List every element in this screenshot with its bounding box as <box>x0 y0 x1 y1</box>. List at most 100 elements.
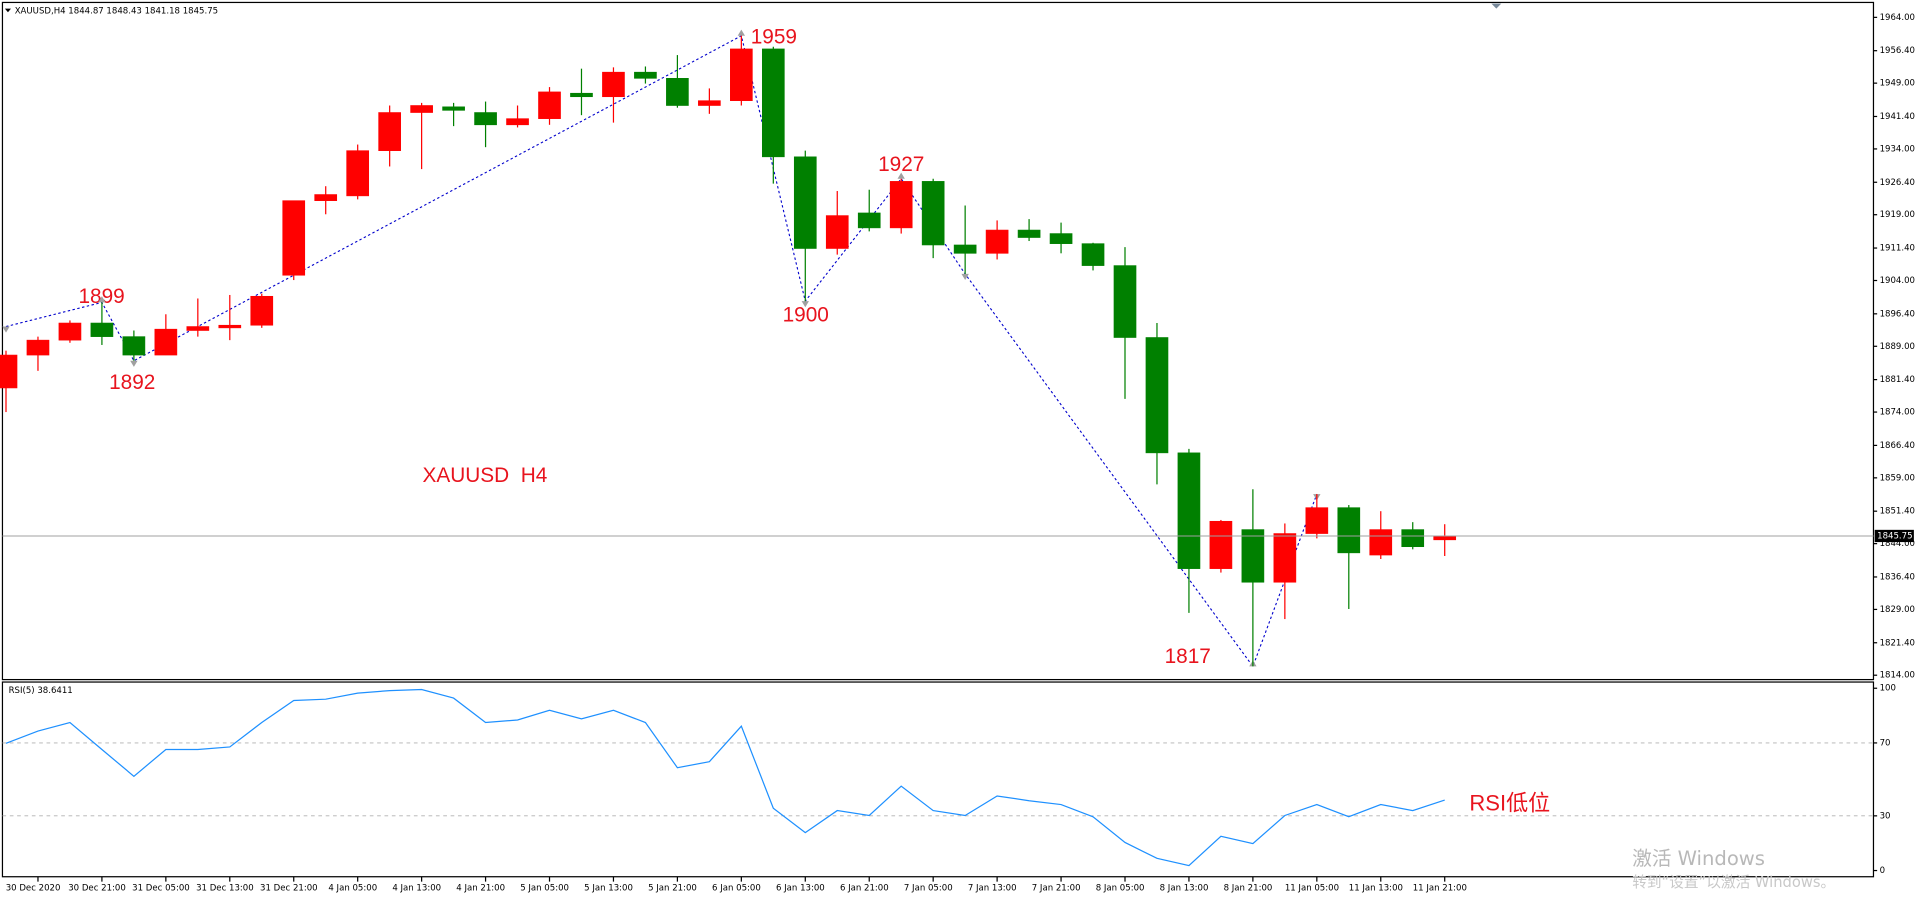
rsi-label: RSI(5) 38.6411 <box>9 686 73 696</box>
candle-body <box>570 92 593 98</box>
candle-body <box>1273 533 1297 583</box>
y-tick-label: 1949.00 <box>1880 79 1915 89</box>
annotation: 1899 <box>78 285 124 308</box>
zigzag-arrow <box>961 273 969 281</box>
candle-body <box>250 295 274 326</box>
zigzag-arrow <box>2 326 10 333</box>
candle-body <box>410 105 433 113</box>
candle-body <box>1017 229 1041 238</box>
y-tick-label: 30 <box>1880 811 1891 821</box>
zigzag-arrow <box>801 301 809 308</box>
y-tick-label: 1889.00 <box>1880 342 1915 352</box>
candle-body <box>506 118 529 126</box>
y-tick-label: 1844.00 <box>1880 539 1915 549</box>
y-tick-label: 1904.00 <box>1880 276 1915 286</box>
rsi-panel <box>1 681 1875 878</box>
rsi-annotation: RSI低位 <box>1469 790 1550 815</box>
annotation: 1927 <box>878 153 924 176</box>
y-tick-label: 1851.40 <box>1880 507 1915 517</box>
shift-marker <box>1491 3 1502 9</box>
candle-body <box>730 48 753 101</box>
x-tick-label: 30 Dec 2020 <box>6 883 61 893</box>
rsi-line <box>5 688 1445 867</box>
candle-body <box>698 100 721 106</box>
y-tick-label: 1896.40 <box>1880 309 1915 319</box>
x-tick-label: 4 Jan 21:00 <box>456 883 505 893</box>
x-tick-label: 31 Dec 05:00 <box>132 883 190 893</box>
candle-body <box>1369 529 1393 556</box>
annotation: 1892 <box>109 371 155 394</box>
candle-body <box>1305 507 1329 534</box>
x-tick-label: 4 Jan 05:00 <box>328 883 377 893</box>
y-tick-label: 1934.00 <box>1880 144 1915 154</box>
current-price-box <box>1874 529 1914 543</box>
zigzag-arrow <box>98 296 106 303</box>
candle-body <box>889 181 913 229</box>
y-tick-label: 1874.00 <box>1880 408 1915 418</box>
candle-body <box>474 112 497 126</box>
chart-header: XAUUSD,H4 1844.87 1848.43 1841.18 1845.7… <box>15 7 218 17</box>
candle-body <box>90 322 114 337</box>
candle-body <box>1113 265 1137 338</box>
x-tick-label: 30 Dec 21:00 <box>68 883 126 893</box>
y-tick-label: 1821.40 <box>1880 638 1915 648</box>
x-tick-label: 31 Dec 13:00 <box>196 883 254 893</box>
candle-body <box>761 48 785 158</box>
candle-body <box>186 326 210 331</box>
candle-body <box>346 150 370 197</box>
y-tick-label: 1926.40 <box>1880 178 1915 188</box>
y-tick-label: 1859.00 <box>1880 473 1915 483</box>
candle-body <box>1401 529 1425 548</box>
candle-body <box>1209 520 1233 569</box>
y-tick-label: 0 <box>1880 866 1885 876</box>
y-tick-label: 70 <box>1880 738 1891 748</box>
current-price-label: 1845.75 <box>1877 531 1912 541</box>
y-tick-label: 1941.40 <box>1880 112 1915 122</box>
candle-body <box>921 181 945 246</box>
candle-body <box>282 200 306 276</box>
menu-arrow[interactable] <box>4 8 12 13</box>
candle-body <box>0 354 18 389</box>
candle-body <box>378 112 401 151</box>
y-tick-label: 1866.40 <box>1880 441 1915 451</box>
y-tick-label: 1881.40 <box>1880 375 1915 385</box>
x-tick-label: 4 Jan 13:00 <box>392 883 441 893</box>
candle-body <box>314 194 338 201</box>
x-tick-label: 7 Jan 05:00 <box>904 883 953 893</box>
y-tick-label: 1956.40 <box>1880 46 1915 56</box>
candle-body <box>825 215 849 249</box>
candle-body <box>538 91 561 119</box>
y-tick-label: 1919.00 <box>1880 210 1915 220</box>
x-tick-label: 6 Jan 05:00 <box>712 883 761 893</box>
candle-body <box>154 328 178 356</box>
x-tick-label: 11 Jan 13:00 <box>1349 883 1403 893</box>
candle-body <box>793 156 817 249</box>
candle-body <box>985 229 1009 254</box>
y-tick-label: 1829.00 <box>1880 605 1915 615</box>
annotation: 1900 <box>783 303 829 326</box>
candle-body <box>58 322 82 341</box>
y-tick-label: 1964.00 <box>1880 13 1915 23</box>
x-tick-label: 6 Jan 21:00 <box>840 883 889 893</box>
zigzag-arrow <box>897 172 905 179</box>
candle-body <box>1049 233 1073 244</box>
candle-body <box>1241 529 1265 583</box>
chart-label: XAUUSD H4 <box>422 464 547 487</box>
x-tick-label: 7 Jan 13:00 <box>968 883 1017 893</box>
y-tick-label: 1911.40 <box>1880 244 1915 254</box>
candle-body <box>857 212 881 229</box>
candle-body <box>634 71 657 79</box>
x-tick-label: 11 Jan 21:00 <box>1413 883 1467 893</box>
x-tick-label: 11 Jan 05:00 <box>1285 883 1339 893</box>
candle-body <box>218 324 242 329</box>
candle-body <box>666 78 689 106</box>
candle-body <box>1081 243 1105 266</box>
y-tick-label: 100 <box>1880 684 1896 694</box>
x-tick-label: 5 Jan 13:00 <box>584 883 633 893</box>
candle-body <box>1433 535 1457 541</box>
x-tick-label: 5 Jan 21:00 <box>648 883 697 893</box>
zigzag-arrow <box>130 360 138 367</box>
watermark: 转到“设置”以激活 Windows。 <box>1632 874 1835 891</box>
x-tick-label: 6 Jan 13:00 <box>776 883 825 893</box>
